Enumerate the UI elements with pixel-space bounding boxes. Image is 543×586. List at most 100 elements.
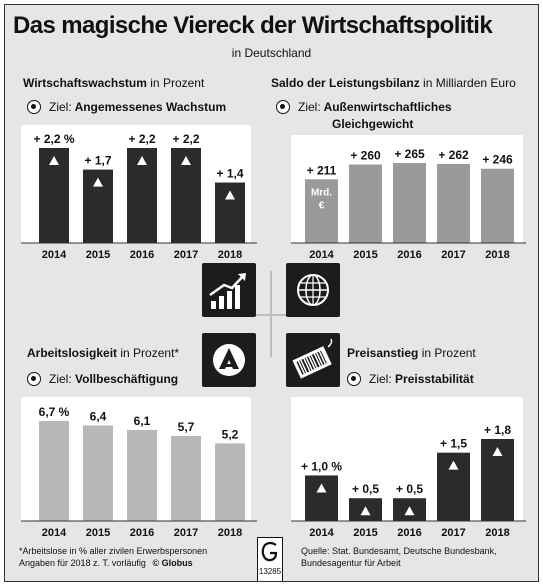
price-tile [286,333,340,387]
growth-tile [202,263,256,317]
bar-balance-2018 [481,168,514,243]
goal-label: Ziel: [49,100,72,114]
category-label-balance: 2017 [441,249,465,261]
up-triangle-icon [316,483,327,493]
up-triangle-icon [360,506,371,516]
value-label-prices: + 1,0 % [301,459,342,473]
center-cross-vertical [270,271,272,357]
category-label-unemployment: 2016 [130,527,154,539]
goal-text: Vollbeschäftigung [75,372,179,386]
employment-tile [202,333,256,387]
unemployment-chart: 6,7 % 2014 6,4 2015 6,1 2016 5,7 2017 5,2 2018 [21,405,257,539]
value-label-growth: + 2,2 [172,132,199,146]
bar-annotation: € [319,200,325,211]
goal-label: Ziel: [49,372,72,386]
up-triangle-icon [448,460,459,470]
footnote-left: *Arbeitslose in % aller zivilen Erwerbsp… [19,545,207,569]
goal-text: Preisstabilität [395,372,474,386]
target-icon [27,100,41,114]
value-label-unemployment: 5,7 [178,420,195,434]
goal-text: Außenwirtschaftliches [323,100,452,114]
footnote-preliminary: Angaben für 2018 z. T. vorläufig © Globu… [19,557,207,569]
target-icon [347,372,361,386]
value-label-prices: + 0,5 [396,482,423,496]
prices-title-text: Preisanstieg [347,346,419,360]
category-label-balance: 2018 [485,249,509,261]
goal-text: Angemessenes Wachstum [74,100,227,114]
category-label-growth: 2015 [86,249,110,261]
balance-title: Saldo der Leistungsbilanz in Milliarden … [271,76,516,90]
value-label-balance: + 246 [482,153,513,167]
category-label-prices: 2014 [309,527,334,539]
category-label-balance: 2014 [309,249,334,261]
bar-unemployment-2014 [39,421,69,521]
prices-unit: in Prozent [421,346,476,360]
category-label-unemployment: 2014 [42,527,67,539]
balance-goal: Ziel: Außenwirtschaftliches Gleichgewich… [298,99,452,133]
value-label-balance: + 265 [394,147,425,161]
prices-title: Preisanstieg in Prozent [347,346,476,360]
globus-logo: 13285 [257,537,283,581]
prices-goal: Ziel: Preisstabilität [369,371,474,388]
source-line-1: Quelle: Stat. Bundesamt, Deutsche Bundes… [301,546,497,556]
source: Quelle: Stat. Bundesamt, Deutsche Bundes… [301,545,497,569]
unemployment-title: Arbeitslosigkeit in Prozent* [27,346,179,360]
balance-unit: in Milliarden Euro [423,76,516,90]
up-triangle-icon [404,506,415,516]
goal-label: Ziel: [298,100,321,114]
unemployment-unit: in Prozent* [120,346,180,360]
up-triangle-icon [492,447,503,456]
up-triangle-icon [181,156,191,165]
logo-number: 13285 [258,567,282,576]
value-label-growth: + 2,2 % [33,132,74,146]
bar-balance-2015 [349,164,382,243]
globe-icon [297,274,329,306]
category-label-unemployment: 2018 [218,527,242,539]
growth-unit: in Prozent [150,76,205,90]
bar-annotation: Mrd. [311,187,332,198]
bar-prices-2014 [305,475,338,521]
balance-title-text: Saldo der Leistungsbilanz [271,76,420,90]
up-triangle-icon [93,177,103,187]
prices-chart: + 1,0 % 2014 + 0,5 2015 + 0,5 2016 + 1,5 2017 + … [291,423,526,539]
unemployment-goal: Ziel: Vollbeschäftigung [49,371,178,388]
employment-agency-logo-icon [213,344,245,376]
growth-title-text: Wirtschaftswachstum [23,76,147,90]
growth-chart: + 2,2 % 2014 + 1,7 2015 + 2,2 2016 + 2,2 2017 + … [21,132,257,261]
category-label-unemployment: 2015 [86,527,110,539]
category-label-balance: 2016 [397,249,421,261]
bar-unemployment-2018 [215,443,245,521]
up-triangle-icon [137,156,147,165]
up-triangle-icon [49,156,59,165]
category-label-unemployment: 2017 [174,527,198,539]
target-icon [27,372,41,386]
category-label-prices: 2017 [441,527,465,539]
value-label-unemployment: 5,2 [222,427,239,441]
up-triangle-icon [225,190,235,200]
value-label-balance: + 262 [438,148,469,162]
value-label-growth: + 1,7 [84,154,111,168]
value-label-prices: + 1,5 [440,437,467,451]
unemployment-title-text: Arbeitslosigkeit [27,346,118,360]
category-label-prices: 2015 [353,527,377,539]
goal-text-line-2: Gleichgewicht [332,117,414,131]
value-label-unemployment: 6,7 % [39,405,70,419]
category-label-balance: 2015 [353,249,377,261]
rising-bar-chart-icon [209,273,246,309]
infographic-frame: Das magische Viereck der Wirtschaftspoli… [4,4,539,582]
source-line-2: Bundesagentur für Arbeit [301,558,401,568]
bar-unemployment-2015 [83,425,113,521]
category-label-prices: 2016 [397,527,421,539]
copyright: © Globus [152,558,193,568]
globe-tile [286,263,340,317]
growth-goal: Ziel: Angemessenes Wachstum [49,99,226,116]
bar-unemployment-2017 [171,435,201,521]
bar-balance-2017 [437,163,470,243]
category-label-prices: 2018 [485,527,509,539]
value-label-prices: + 0,5 [352,482,379,496]
balance-chart: + 211 Mrd. €2014 + 260 2015 + 265 2016 + 262 201… [291,147,526,261]
bar-unemployment-2016 [127,429,157,521]
bar-balance-2014 [305,179,338,243]
bar-balance-2016 [393,163,426,243]
category-label-growth: 2016 [130,249,154,261]
